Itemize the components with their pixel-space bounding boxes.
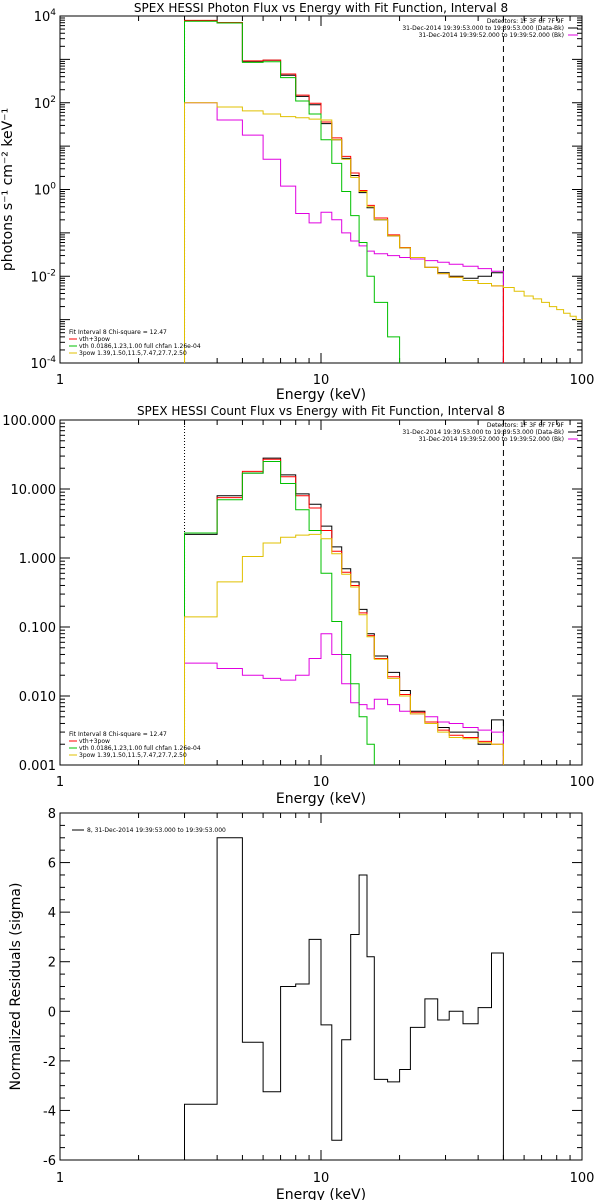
y-tick-exponent: 0 xyxy=(50,182,56,192)
y-tick-exponent: -4 xyxy=(47,355,56,365)
y-tick-label: 10-4 xyxy=(30,355,56,372)
y-axis-label: Normalized Residuals (sigma) xyxy=(8,883,24,1091)
y-tick-label: 4 xyxy=(48,906,56,921)
series-group xyxy=(184,837,504,1160)
y-tick-label: -4 xyxy=(43,1104,56,1119)
series-bk-line xyxy=(184,633,504,765)
y-tick-label: 6 xyxy=(48,857,56,872)
y-tick-base: 10 xyxy=(30,270,47,285)
y-tick-label: -6 xyxy=(43,1154,56,1169)
y-tick-label: 8 xyxy=(48,807,56,822)
y-tick-base: 10 xyxy=(34,97,51,112)
fit-legend-header: Fit Interval 8 Chi-square = 12.47 xyxy=(69,329,167,336)
series-extension-line xyxy=(502,285,582,321)
series-3pow-line xyxy=(184,533,504,765)
chart-title: SPEX HESSI Count Flux vs Energy with Fit… xyxy=(137,404,505,418)
y-tick-label: 0 xyxy=(48,1005,56,1020)
y-tick-label: 10-2 xyxy=(30,268,56,285)
y-tick-label: 0.001 xyxy=(19,759,56,774)
y-tick-label: 1.000 xyxy=(19,552,56,567)
y-tick-label: 0.010 xyxy=(19,690,56,705)
y-tick-exponent: 4 xyxy=(50,8,56,18)
legend-entry: Detectors: 1F 3F 6F 7F 9F xyxy=(487,18,565,25)
y-tick-label: 0.100 xyxy=(19,621,56,636)
x-tick-label: 10 xyxy=(313,1171,330,1186)
y-tick-exponent: -2 xyxy=(47,268,56,278)
series-residuals-line xyxy=(184,837,504,1160)
legend-entry: 31-Dec-2014 19:39:52.000 to 19:39:52.000… xyxy=(419,436,564,443)
series-vth-line xyxy=(184,20,401,363)
legend-entry: 31-Dec-2014 19:39:53.000 to 19:39:53.000… xyxy=(402,25,564,32)
y-axis-label: photons s⁻¹ cm⁻² keV⁻¹ xyxy=(0,108,16,271)
series-bk-line xyxy=(184,102,504,363)
fit-legend-entry: 3pow 1.39,1.50,11.5,7.47,27.7,2.50 xyxy=(79,350,187,357)
fit-legend-entry: 3pow 1.39,1.50,11.5,7.47,27.7,2.50 xyxy=(79,752,187,759)
y-tick-label: -2 xyxy=(43,1055,56,1070)
x-tick-label: 1 xyxy=(56,373,64,388)
y-tick-label: 10.000 xyxy=(11,483,57,498)
legend-entry: Detectors: 1F 3F 6F 7F 9F xyxy=(487,422,565,429)
y-tick-label: 102 xyxy=(34,95,56,112)
x-tick-label: 10 xyxy=(313,373,330,388)
x-tick-label: 10 xyxy=(313,775,330,790)
y-tick-label: 100.000 xyxy=(2,414,56,429)
x-tick-label: 100 xyxy=(570,775,595,790)
panel-1: SPEX HESSI Photon Flux vs Energy with Fi… xyxy=(0,1,594,403)
fit-legend-entry: vth 0.0186,1.23,1.00 full chfan 1.26e-04 xyxy=(79,745,201,752)
legend-entry: 31-Dec-2014 19:39:53.000 to 19:39:53.000… xyxy=(402,429,564,436)
x-axis-label: Energy (keV) xyxy=(276,387,366,403)
x-tick-label: 100 xyxy=(570,1171,595,1186)
y-tick-label: 2 xyxy=(48,956,56,971)
y-tick-base: 10 xyxy=(34,184,51,199)
panel-2: SPEX HESSI Count Flux vs Energy with Fit… xyxy=(2,404,594,807)
panel-3: 1 10 100 -6 -4 -2 0 2 4 6 8 Energy (keV) Normalized … xyxy=(8,807,594,1200)
series-data-bk-line xyxy=(184,20,504,363)
x-axis-label: Energy (keV) xyxy=(276,791,366,807)
y-tick-base: 10 xyxy=(30,357,47,372)
series-3pow-line xyxy=(184,102,504,363)
series-vth-3pow-line xyxy=(184,458,504,765)
series-vth-3pow-line xyxy=(184,19,504,363)
y-tick-label: 104 xyxy=(34,8,57,25)
x-tick-label: 100 xyxy=(570,373,595,388)
series-vth-line xyxy=(184,461,375,765)
fit-legend-entry: vth 0.0186,1.23,1.00 full chfan 1.26e-04 xyxy=(79,343,201,350)
series-data-bk-line xyxy=(184,457,504,765)
x-tick-label: 1 xyxy=(56,775,64,790)
fit-legend-entry: vth+3pow xyxy=(79,336,110,343)
series-group xyxy=(184,19,582,363)
y-tick-label: 100 xyxy=(34,182,57,199)
y-tick-base: 10 xyxy=(34,10,51,25)
y-tick-exponent: 2 xyxy=(50,95,56,105)
fit-legend-header: Fit Interval 8 Chi-square = 12.47 xyxy=(69,731,167,738)
fit-legend-entry: vth+3pow xyxy=(79,738,110,745)
chart-title: SPEX HESSI Photon Flux vs Energy with Fi… xyxy=(134,1,508,15)
series-group xyxy=(184,457,504,765)
legend-entry: 8, 31-Dec-2014 19:39:53.000 to 19:39:53.… xyxy=(87,827,226,834)
x-tick-label: 1 xyxy=(56,1171,64,1186)
x-axis-label: Energy (keV) xyxy=(276,1187,366,1200)
legend-entry: 31-Dec-2014 19:39:52.000 to 19:39:52.000… xyxy=(419,32,564,39)
